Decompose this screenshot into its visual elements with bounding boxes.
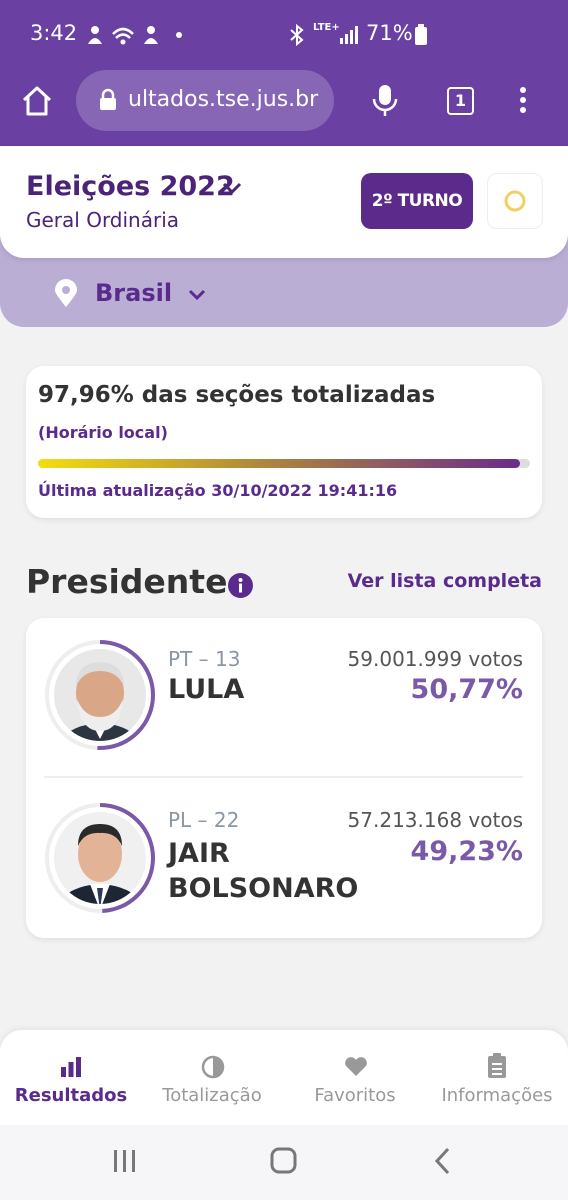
candidate-party: PT – 13 [168, 647, 241, 671]
home-system-button[interactable] [270, 1147, 298, 1175]
info-icon[interactable] [228, 573, 253, 598]
candidate-name: JAIR BOLSONARO [168, 838, 359, 904]
divider [44, 776, 523, 778]
tab-count[interactable]: 1 [447, 87, 474, 115]
results-icon[interactable] [60, 1056, 82, 1078]
recents-button[interactable] [112, 1149, 138, 1173]
candidate-percent: 49,23% [410, 836, 523, 867]
system-nav [0, 1125, 568, 1200]
clock: 3:42 [30, 21, 78, 45]
tab-label[interactable]: Informações [441, 1085, 553, 1106]
menu-button[interactable] [518, 86, 528, 116]
signal-icon [340, 26, 358, 44]
bluetooth-icon [290, 23, 304, 47]
location-chevron[interactable] [188, 289, 206, 301]
tab-label[interactable]: Resultados [14, 1085, 128, 1106]
progress-fill [38, 459, 520, 468]
battery-percent: 71% [366, 21, 413, 45]
favorites-icon[interactable] [344, 1057, 368, 1077]
section-title: Presidente [26, 562, 228, 601]
candidate-avatar [45, 640, 155, 750]
election-subtitle: Geral Ordinária [26, 208, 180, 232]
candidate-votes: 57.213.168 votos [347, 808, 523, 832]
pin-icon [55, 279, 77, 307]
back-button[interactable] [433, 1147, 451, 1175]
election-title[interactable]: Eleições 2022 [26, 171, 235, 202]
candidate-percent: 50,77% [410, 674, 523, 705]
round-button[interactable]: 2º TURNO [361, 173, 473, 229]
progress-updated: Última atualização 30/10/2022 19:41:16 [38, 481, 398, 500]
tab-label[interactable]: Favoritos [314, 1085, 396, 1106]
totalization-icon[interactable] [201, 1055, 225, 1079]
url-bar[interactable]: ultados.tse.jus.br [76, 70, 334, 131]
candidate-name: LULA [168, 674, 245, 705]
progress-note: (Horário local) [38, 423, 168, 442]
location-name[interactable]: Brasil [95, 279, 173, 307]
full-list-link[interactable]: Ver lista completa [347, 570, 542, 592]
tab-label[interactable]: Totalização [162, 1085, 262, 1106]
top-bar [0, 0, 568, 146]
lock-icon [100, 88, 116, 110]
theme-icon [504, 190, 526, 212]
progress-title: 97,96% das seções totalizadas [38, 382, 436, 408]
title-chevron[interactable] [222, 182, 242, 195]
status-icons [88, 26, 182, 45]
info-tab-icon[interactable] [487, 1053, 507, 1079]
url-text: ultados.tse.jus.br [128, 87, 319, 112]
candidate-avatar [45, 803, 155, 913]
bottom-nav [0, 1030, 568, 1125]
header-card [0, 146, 568, 258]
candidate-party: PL – 22 [168, 808, 240, 832]
mic-button[interactable] [372, 84, 398, 118]
theme-button[interactable] [487, 173, 543, 229]
battery-icon [415, 24, 427, 45]
home-button[interactable] [20, 84, 54, 118]
progress-card [26, 366, 542, 518]
network-type: LTE+ [313, 22, 340, 33]
candidate-votes: 59.001.999 votos [347, 647, 523, 671]
